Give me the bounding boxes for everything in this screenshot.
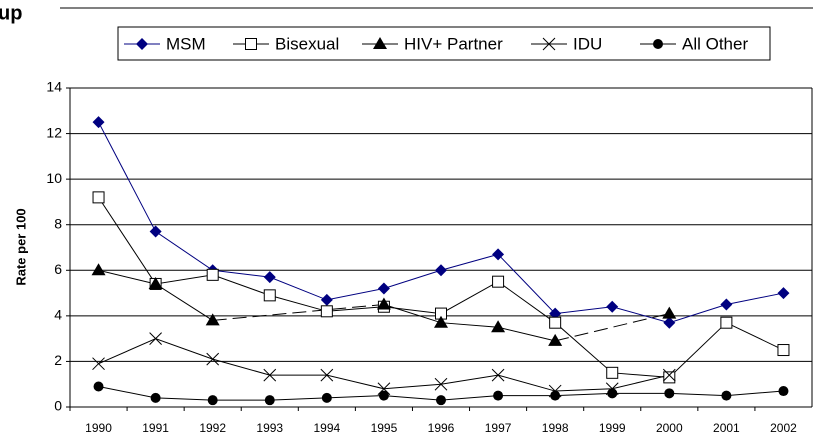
x-tick-label: 1994 [313,421,340,435]
y-tick-label: 2 [54,352,62,368]
x-tick-label: 2001 [713,421,740,435]
data-point [663,371,676,384]
x-tick-label: 1997 [485,421,512,435]
data-point [662,306,677,319]
data-point [606,300,619,313]
data-point [320,293,333,306]
legend-label: All Other [682,34,748,53]
x-tick-label: 1998 [542,421,569,435]
data-point [720,316,733,329]
y-tick-label: 0 [54,398,62,414]
legend-marker [542,37,556,51]
x-tick-label: 1999 [599,421,626,435]
data-point [320,368,334,382]
data-point [662,368,676,382]
legend-label: HIV+ Partner [404,34,503,53]
data-point [148,276,163,289]
data-point [777,287,790,300]
y-tick-label: 6 [54,261,62,277]
x-tick-label: 1993 [256,421,283,435]
data-point [377,282,390,295]
y-tick-label: 8 [54,215,62,231]
legend-marker [373,37,387,49]
x-tick-label: 1996 [428,421,455,435]
legend-marker [245,38,257,50]
data-point [205,313,220,326]
data-point [721,390,732,401]
gap-connector [212,303,384,321]
data-point [92,116,105,129]
legend-label: IDU [573,34,602,53]
data-point [491,368,505,382]
y-tick-label: 14 [46,79,62,95]
data-point [206,352,220,366]
data-point [264,395,275,406]
data-point [149,332,162,345]
x-tick-label: 2002 [770,421,797,435]
data-point [491,320,506,333]
y-tick-label: 12 [46,124,62,140]
data-point [376,297,391,310]
x-tick-label: 1990 [85,421,112,435]
data-point [720,298,733,311]
x-tick-label: 1995 [371,421,398,435]
data-point [549,316,562,329]
x-tick-label: 1991 [142,421,169,435]
series-line [98,121,784,324]
data-point [550,390,561,401]
data-point [263,271,276,284]
data-point [320,305,333,318]
data-point [207,395,218,406]
series-line [98,338,670,392]
data-point [92,191,105,204]
data-point [777,344,790,357]
data-point [91,263,106,276]
data-point [263,368,277,382]
data-point [435,264,447,277]
data-point [493,390,504,401]
data-point [149,225,162,238]
data-point [548,333,563,346]
y-tick-label: 4 [54,307,62,323]
chart-title: up [0,2,22,24]
legend-marker [653,39,663,49]
data-point [93,381,104,392]
data-point [492,275,505,288]
x-tick-label: 2000 [656,421,683,435]
y-tick-label: 10 [46,170,62,186]
data-point [150,392,161,403]
data-point [663,316,676,329]
data-point [434,377,448,391]
data-point [607,388,618,399]
data-point [92,357,105,371]
x-tick-label: 1992 [199,421,226,435]
data-point [664,388,675,399]
legend-label: Bisexual [275,34,339,53]
data-point [206,268,219,281]
legend-label: MSM [166,34,206,53]
y-axis-label: Rate per 100 [13,208,28,285]
data-point [321,392,332,403]
data-point [492,248,505,261]
data-point [436,395,446,406]
data-point [378,390,389,401]
data-point [263,289,276,302]
data-point [778,386,789,397]
legend-marker [136,38,148,50]
data-point [549,307,562,320]
data-point [606,366,619,379]
data-point [434,315,448,328]
